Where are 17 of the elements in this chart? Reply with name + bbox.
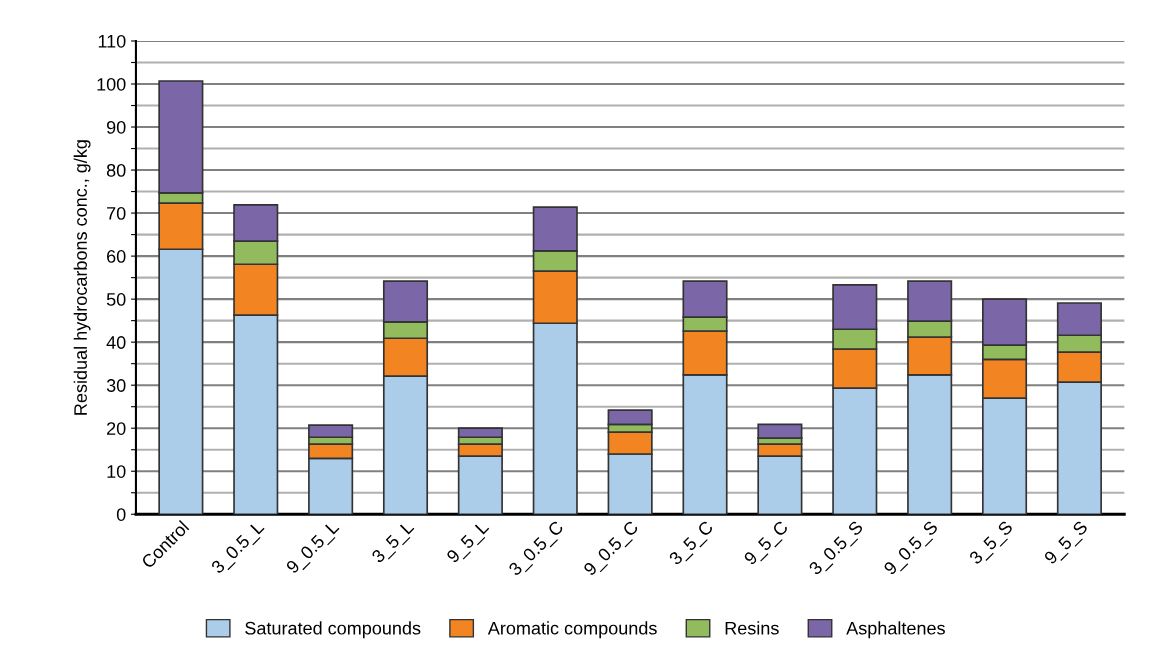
legend-label: Asphaltenes (846, 621, 945, 639)
y-tick-label: 40 (106, 336, 126, 349)
y-tick-label: 60 (107, 250, 126, 263)
y-tick-label: 100 (97, 77, 126, 91)
y-tick-label: 80 (106, 163, 126, 177)
legend-label: Resins (725, 621, 779, 635)
y-tick-label: 50 (106, 293, 126, 306)
y-tick-label: 90 (106, 120, 126, 134)
legend-label: Aromatic compounds (487, 621, 657, 639)
y-tick-label: 20 (107, 422, 126, 435)
y-tick-label: 30 (106, 379, 126, 392)
y-tick-label: 70 (107, 207, 126, 220)
y-tick-label: 0 (116, 508, 126, 521)
y-axis-title: Residual hydrocarbons conc., g/kg (73, 140, 91, 415)
legend-label: Saturated compounds (245, 621, 421, 639)
y-tick-label: 10 (107, 465, 126, 478)
y-tick-label: 110 (98, 34, 126, 48)
